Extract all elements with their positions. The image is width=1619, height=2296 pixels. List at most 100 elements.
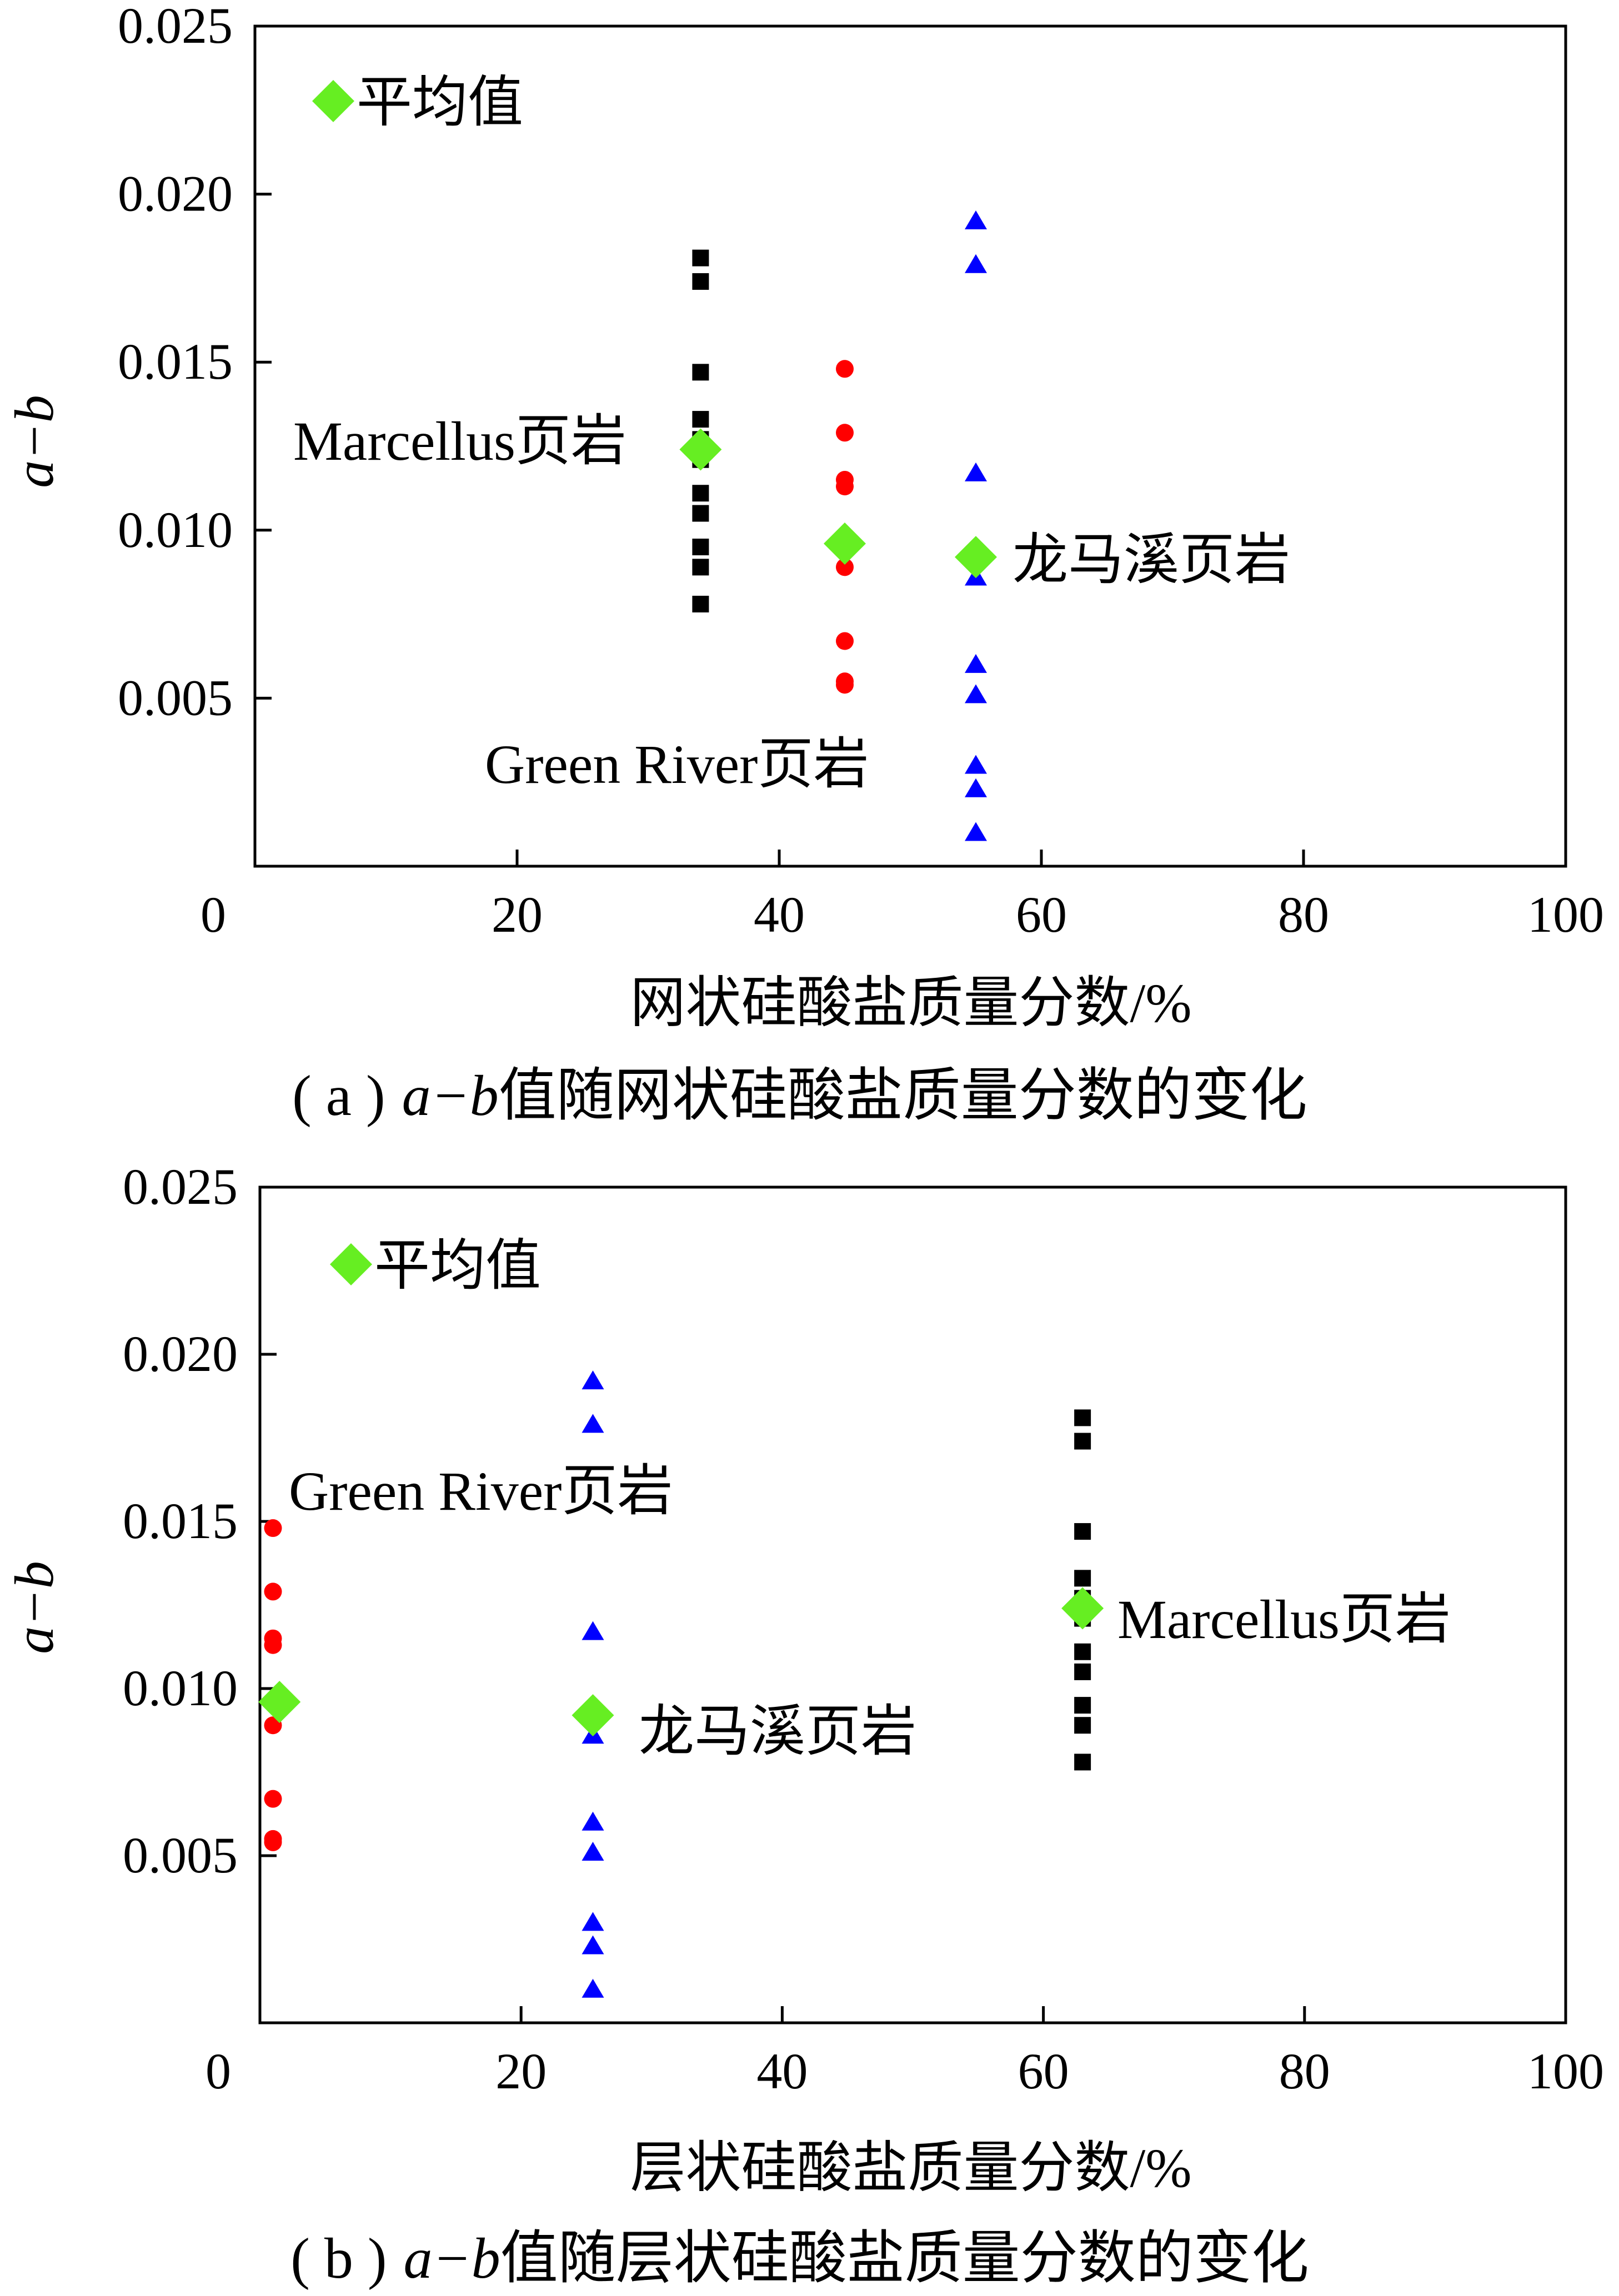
x-axis-title-a: 网状硅酸盐质量分数/% (630, 972, 1191, 1034)
square-point (692, 505, 709, 522)
circle-point (264, 1519, 282, 1538)
legend-label-mean: 平均值 (374, 1235, 541, 1297)
circle-point (264, 1636, 282, 1654)
x-tick-label-20: 20 (495, 2043, 547, 2099)
circle-point (836, 360, 854, 378)
y-tick-label-0.010: 0.010 (118, 501, 233, 558)
square-point (692, 364, 709, 381)
circle-point (836, 558, 854, 576)
y-axis-title-a: a−b (3, 395, 65, 488)
circle-point (836, 478, 854, 496)
legend-marker-mean (312, 80, 354, 122)
x-tick-label-0: 0 (205, 2043, 231, 2099)
annotation-longmaxi-a: 龙马溪页岩 (1012, 529, 1290, 591)
caption-b: ( b ) a−b值随层状硅酸盐质量分数的变化 (290, 2227, 1309, 2290)
triangle-point (582, 1935, 604, 1955)
y-tick-label-0.005: 0.005 (123, 1827, 238, 1883)
x-tick-label-100: 100 (1527, 2043, 1604, 2099)
circle-point (836, 632, 854, 650)
square-point (692, 539, 709, 556)
x-tick-label-60: 60 (1018, 2043, 1069, 2099)
y-tick-label-0.025: 0.025 (123, 1158, 238, 1215)
y-axis-title-b: a−b (3, 1561, 65, 1654)
triangle-point (582, 1978, 604, 1998)
square-point (1074, 1409, 1091, 1426)
diamond-point (258, 1681, 301, 1724)
y-tick-label-0.015: 0.015 (118, 333, 233, 390)
panel-a: 0 20 40 60 80 100 0.005 0.010 0.015 0.020 0.025 平均… (3, 0, 1604, 1128)
triangle-point (965, 684, 987, 704)
plot-frame-a (253, 24, 1567, 868)
annotation-green-river-a: Green River页岩 (485, 733, 869, 795)
square-point (1074, 1754, 1091, 1771)
annotation-longmaxi-b: 龙马溪页岩 (639, 1701, 916, 1762)
panel-b: 0 20 40 60 80 100 0.005 0.010 0.015 0.020 0.025 平均… (3, 1158, 1604, 2290)
annotation-marcellus-a: Marcellus页岩 (293, 410, 626, 472)
caption-prefix-a: ( a ) (292, 1064, 385, 1128)
diamond-point (955, 536, 997, 579)
caption-rest-a: 值随网状硅酸盐质量分数的变化 (499, 1064, 1307, 1128)
triangle-point (965, 755, 987, 774)
diamond-point (1061, 1587, 1104, 1630)
x-tick-label-60: 60 (1016, 886, 1067, 943)
square-point (1074, 1643, 1091, 1660)
triangle-point (582, 1912, 604, 1931)
square-point (692, 411, 709, 428)
y-tick-label-0.020: 0.020 (118, 165, 233, 222)
x-tick-label-40: 40 (756, 2043, 808, 2099)
square-point (1074, 1717, 1091, 1734)
x-tick-label-100: 100 (1527, 886, 1604, 943)
square-point (1074, 1570, 1091, 1587)
circle-point (836, 424, 854, 442)
square-point (1074, 1663, 1091, 1680)
circle-point (264, 1582, 282, 1601)
plot-frame-b (258, 1185, 1567, 2024)
square-point (692, 559, 709, 576)
diamond-point (572, 1694, 614, 1737)
diamond-point (679, 428, 722, 471)
circle-point (264, 1833, 282, 1851)
triangle-point (965, 210, 987, 230)
triangle-point (965, 822, 987, 841)
square-point (692, 273, 709, 290)
y-tick-label-0.015: 0.015 (123, 1493, 238, 1549)
caption-var-a: a−b (402, 1064, 499, 1128)
y-tick-label-0.010: 0.010 (123, 1660, 238, 1716)
diamond-point (824, 522, 866, 565)
y-tick-label-0.005: 0.005 (118, 669, 233, 726)
y-tick-label-0.020: 0.020 (123, 1325, 238, 1382)
triangle-point (582, 1841, 604, 1861)
circle-point (836, 676, 854, 694)
caption-rest-b: 值随层状硅酸盐质量分数的变化 (500, 2227, 1309, 2290)
square-point (692, 485, 709, 502)
triangle-point (582, 1811, 604, 1831)
triangle-point (582, 1370, 604, 1390)
caption-a: ( a ) a−b值随网状硅酸盐质量分数的变化 (292, 1064, 1307, 1128)
caption-var-b: a−b (404, 2227, 500, 2290)
square-point (1074, 1697, 1091, 1714)
legend-label-mean: 平均值 (357, 72, 523, 133)
square-point (692, 595, 709, 612)
triangle-point (965, 778, 987, 797)
caption-prefix-b: ( b ) (290, 2227, 387, 2290)
x-tick-label-80: 80 (1279, 2043, 1330, 2099)
triangle-point (582, 1414, 604, 1433)
x-axis-title-b: 层状硅酸盐质量分数/% (630, 2137, 1191, 2199)
annotation-marcellus-b: Marcellus页岩 (1117, 1589, 1451, 1650)
square-point (692, 249, 709, 267)
annotation-green-river-b: Green River页岩 (289, 1460, 673, 1522)
triangle-point (965, 462, 987, 481)
circle-point (264, 1790, 282, 1808)
x-tick-label-20: 20 (492, 886, 543, 943)
y-tick-label-0.025: 0.025 (118, 0, 233, 54)
x-tick-label-80: 80 (1278, 886, 1329, 943)
x-tick-label-0: 0 (201, 886, 226, 943)
x-tick-label-40: 40 (754, 886, 805, 943)
triangle-point (582, 1621, 604, 1640)
square-point (1074, 1523, 1091, 1540)
square-point (1074, 1433, 1091, 1450)
triangle-point (965, 654, 987, 673)
triangle-point (965, 254, 987, 273)
legend-marker-mean (330, 1243, 372, 1285)
